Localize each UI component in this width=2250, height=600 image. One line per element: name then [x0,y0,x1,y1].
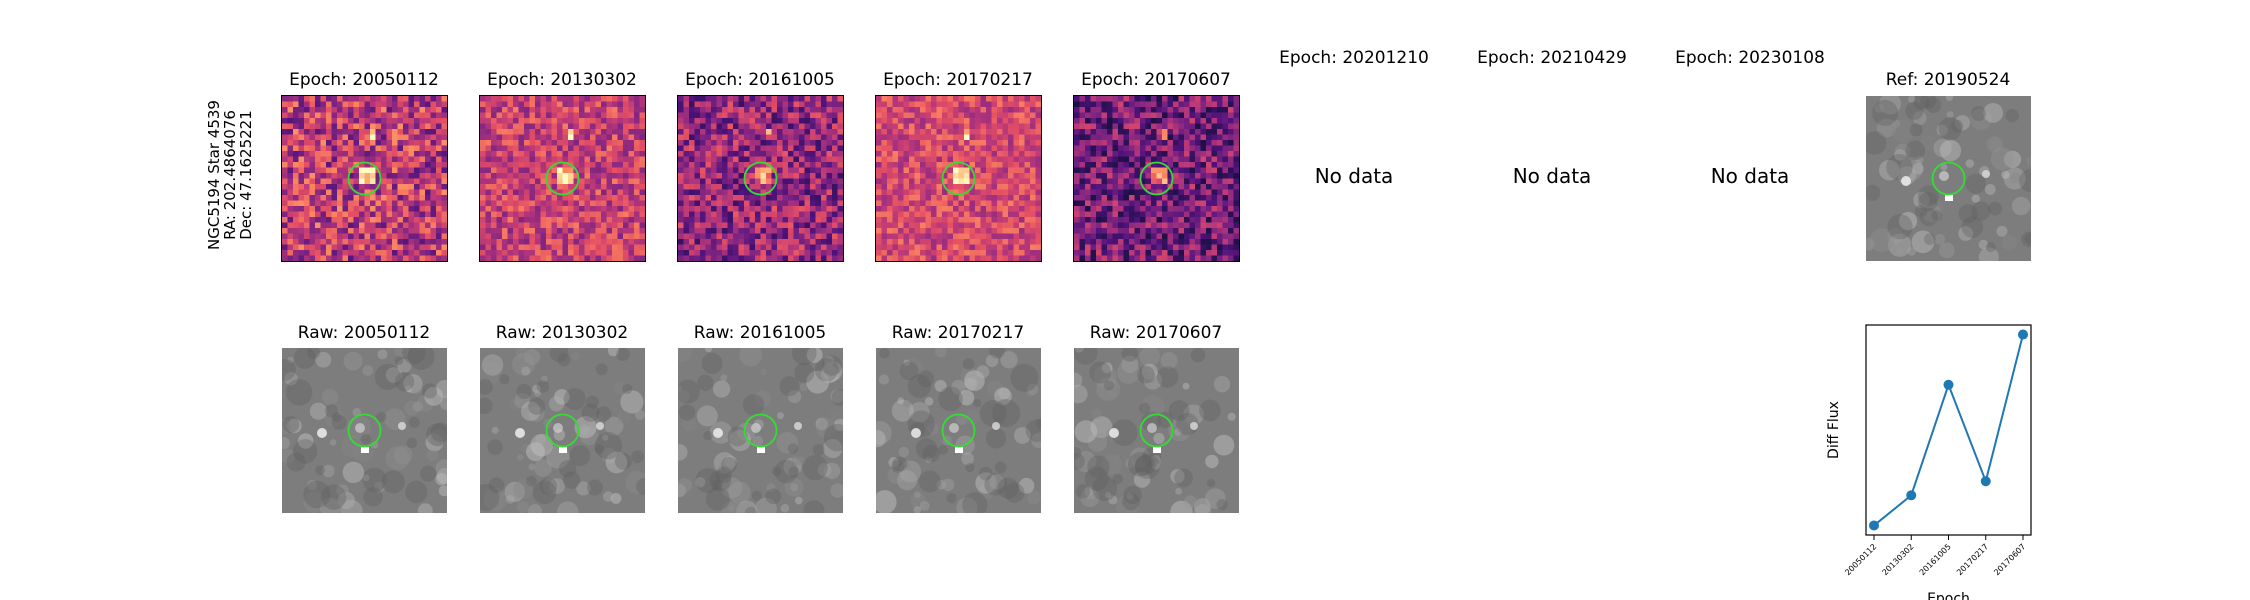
x-tick-label: 20170607 [1992,542,2027,577]
target-name: NGC5194 Star 4539 [205,100,223,250]
aperture-circle [347,413,382,448]
aperture-circle [545,161,580,196]
light-curve-chart: 20050112 20130302 20161005 20170217 20170607… [1826,324,2032,600]
target-dec: Dec: 47.1625221 [237,110,255,240]
aperture-circle [1139,161,1174,196]
raw-title-0: Raw: 20050112 [297,323,431,343]
diff-title-2: Epoch: 20161005 [685,70,835,90]
x-axis-label: Epoch [1927,591,1970,600]
raw-title-3: Raw: 20170217 [891,323,1025,343]
diff-image-1 [479,95,646,262]
data-point [1869,520,1879,531]
diff-image-4 [1073,95,1240,262]
ref-image [1866,96,2031,261]
raw-title-4: Raw: 20170607 [1089,323,1223,343]
raw-image-1 [480,348,645,513]
diff-image-3 [875,95,1042,262]
raw-image-4 [1074,348,1239,513]
data-point [1943,379,1954,390]
target-label: NGC5194 Star 4539 RA: 202.4864076 Dec: 4… [205,100,255,250]
target-ra: RA: 202.4864076 [221,110,239,240]
ref-title: Ref: 20190524 [1885,70,2011,90]
aperture-circle [347,161,382,196]
diff-title-5: Epoch: 20201210 [1279,48,1429,68]
aperture-circle [545,413,580,448]
aperture-circle [941,413,976,448]
no-data-5: No data [1314,164,1394,188]
diff-title-3: Epoch: 20170217 [883,70,1033,90]
data-point [2018,329,2028,340]
data-point [1906,490,1917,501]
diff-title-0: Epoch: 20050112 [289,70,439,90]
y-axis-label: Diff Flux [1826,401,1842,459]
diff-image-0 [281,95,448,262]
aperture-circle [941,161,976,196]
raw-image-0 [282,348,447,513]
no-data-7: No data [1710,164,1790,188]
diff-title-7: Epoch: 20230108 [1675,48,1825,68]
diff-image-2 [677,95,844,262]
x-tick-label: 20170217 [1955,542,1990,577]
raw-title-2: Raw: 20161005 [693,323,827,343]
x-tick-label: 20050112 [1843,542,1878,577]
diff-title-1: Epoch: 20130302 [487,70,637,90]
aperture-circle [743,413,778,448]
raw-image-3 [876,348,1041,513]
series-line [1873,334,2024,527]
aperture-circle [1139,413,1174,448]
diff-title-6: Epoch: 20210429 [1477,48,1627,68]
diff-title-4: Epoch: 20170607 [1081,70,1231,90]
x-tick-label: 20130302 [1881,542,1916,577]
raw-title-1: Raw: 20130302 [495,323,629,343]
raw-image-2 [678,348,843,513]
aperture-circle [1931,161,1966,196]
x-tick-label: 20161005 [1918,542,1953,577]
plot-frame [1865,324,2032,536]
aperture-circle [743,161,778,196]
no-data-6: No data [1512,164,1592,188]
data-point [1980,476,1991,487]
